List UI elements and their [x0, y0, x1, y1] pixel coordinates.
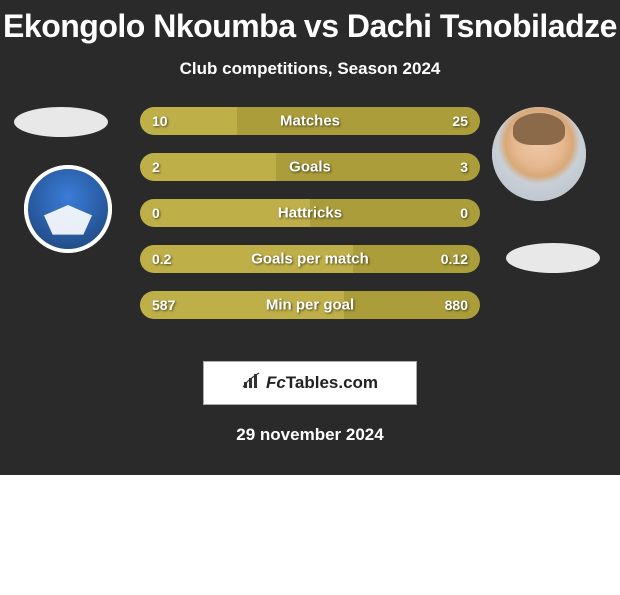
stat-label: Goals [140, 159, 480, 176]
face-photo-icon [492, 107, 586, 201]
date-line: 29 november 2024 [0, 425, 620, 445]
stat-bars: 10Matches25 2Goals3 0Hattricks0 0.2Goals pe… [140, 107, 480, 337]
stat-bar: 10Matches25 [140, 107, 480, 135]
brand-fc: Fc [266, 373, 286, 393]
left-team-badge [24, 165, 112, 253]
brand-rest: Tables.com [286, 373, 378, 393]
stat-label: Matches [140, 113, 480, 130]
subtitle: Club competitions, Season 2024 [0, 59, 620, 79]
comparison-area: 10Matches25 2Goals3 0Hattricks0 0.2Goals pe… [0, 107, 620, 357]
shield-icon [24, 165, 112, 253]
stat-bar: 0.2Goals per match0.12 [140, 245, 480, 273]
stat-right-value: 0 [460, 205, 468, 221]
chart-bars-icon [242, 372, 262, 395]
right-player-avatar [492, 107, 586, 201]
stat-label: Hattricks [140, 205, 480, 222]
brand-text: FcTables.com [266, 373, 378, 393]
left-player-avatar [14, 107, 108, 137]
stat-label: Goals per match [140, 251, 480, 268]
stat-label: Min per goal [140, 297, 480, 314]
stat-right-value: 0.12 [441, 251, 468, 267]
stat-bar: 2Goals3 [140, 153, 480, 181]
brand-box[interactable]: FcTables.com [203, 361, 417, 405]
stat-right-value: 3 [460, 159, 468, 175]
bottom-whitespace [0, 475, 620, 595]
right-team-badge [506, 243, 600, 273]
stat-right-value: 25 [452, 113, 468, 129]
stat-right-value: 880 [445, 297, 468, 313]
page-title: Ekongolo Nkoumba vs Dachi Tsnobiladze [0, 0, 620, 45]
stat-bar: 0Hattricks0 [140, 199, 480, 227]
stat-bar: 587Min per goal880 [140, 291, 480, 319]
